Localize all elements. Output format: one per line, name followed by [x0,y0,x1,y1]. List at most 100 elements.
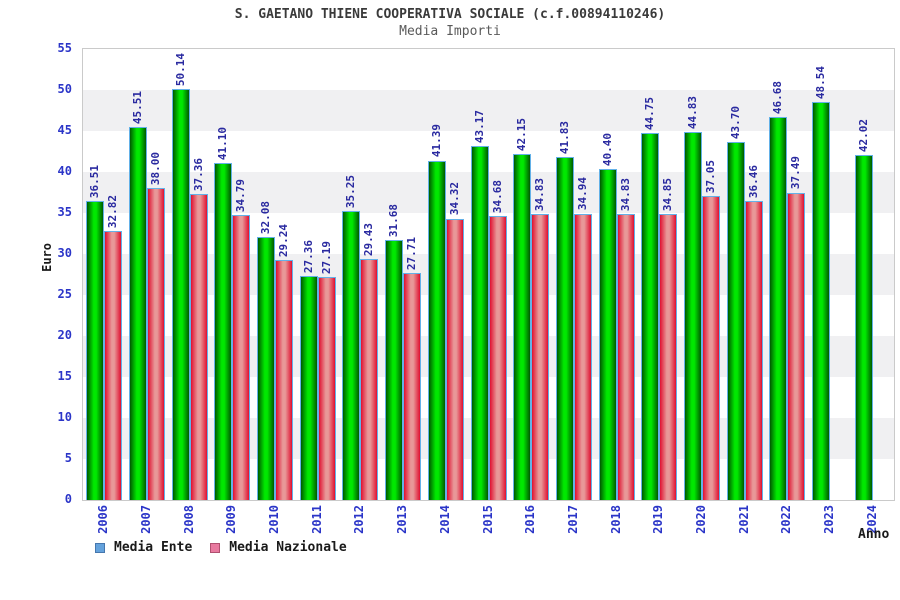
bar-value-label: 48.54 [813,65,827,99]
bar-media-nazionale [744,201,763,500]
bar-value-label: 34.85 [661,178,675,212]
legend-item-media-ente: Media Ente [95,540,192,555]
y-tick-label: 30 [57,246,72,260]
bar-value-label: 43.17 [472,109,486,144]
x-tick-label: 2010 [267,505,282,534]
x-tick-label: 2022 [779,505,794,534]
bar-media-ente [683,132,702,500]
bar-value-label: 34.83 [618,178,632,212]
legend-swatch-media-nazionale [210,542,221,553]
bar-media-ente [385,240,404,500]
bar-value-label: 32.82 [106,194,120,228]
x-tick-label: 2013 [395,505,410,534]
bar-value-label: 41.83 [557,120,571,154]
bar-value-label: 34.83 [533,178,547,212]
bar-value-label: 27.71 [405,236,419,270]
bar-value-label: 35.25 [344,174,358,208]
y-tick-label: 20 [57,328,72,342]
bar-media-nazionale [445,218,464,500]
bar-media-ente [641,133,660,500]
bar-value-label: 27.36 [301,239,315,273]
bar-value-label: 46.68 [771,81,785,115]
x-tick-label: 2019 [651,505,666,534]
bar-value-label: 32.08 [259,200,273,234]
x-tick-label: 2020 [693,505,708,534]
bar-value-label: 41.10 [216,126,230,160]
bar-value-label: 29.43 [362,222,376,256]
bar-value-label: 38.00 [149,152,163,186]
bar-media-nazionale [701,196,720,500]
x-tick-label: 2011 [309,505,324,534]
bar-value-label: 34.79 [234,178,248,212]
bar-media-ente [427,160,446,500]
x-axis-title: Anno [858,527,890,542]
bar-media-nazionale [104,230,123,500]
bar-media-nazionale [360,258,379,500]
bar-value-label: 36.51 [88,164,102,198]
y-tick-label: 10 [57,410,72,424]
bar-value-label: 40.40 [600,132,614,166]
bar-media-ente [513,154,532,500]
y-tick-label: 50 [57,82,72,96]
bar-media-ente [769,117,788,500]
x-tick-label: 2017 [565,505,580,534]
bar-value-label: 34.94 [575,177,589,211]
bar-media-nazionale [488,215,507,500]
bar-media-nazionale [403,272,422,500]
x-tick-label: 2012 [352,505,367,534]
bar-media-nazionale [573,213,592,500]
bar-media-nazionale [787,192,806,500]
bar-media-ente [86,200,105,500]
y-tick-label: 40 [57,164,72,178]
y-tick-label: 55 [57,41,72,55]
bar-media-nazionale [616,214,635,500]
bar-media-nazionale [275,260,294,500]
x-tick-label: 2014 [437,505,452,534]
bar-value-label: 50.14 [173,52,187,86]
y-tick-label: 35 [57,205,72,219]
bar-media-nazionale [147,188,166,500]
bar-value-label: 36.46 [746,164,760,199]
bar-value-label: 29.24 [277,224,291,258]
bar-media-ente [129,126,148,500]
x-tick-label: 2023 [821,505,836,534]
x-tick-label: 2018 [608,505,623,534]
bar-media-ente [299,275,318,500]
y-tick-label: 25 [57,287,72,301]
bar-value-label: 41.39 [429,124,443,158]
bar-value-label: 37.36 [191,157,205,191]
bar-media-nazionale [232,214,251,500]
legend-swatch-media-ente [95,542,105,553]
bar-media-ente [726,141,745,500]
bar-media-ente [811,101,830,500]
chart-title: S. GAETANO THIENE COOPERATIVA SOCIALE (c… [234,7,666,22]
bar-value-label: 43.70 [728,105,742,139]
x-tick-label: 2015 [480,505,495,534]
legend-item-media-nazionale: Media Nazionale [210,540,347,555]
bar-value-label: 34.68 [490,179,504,213]
bar-media-ente [257,236,276,500]
bar-media-ente [342,210,361,500]
legend-item-label: Media Nazionale [229,540,347,555]
legend: Media Ente Media Nazionale [95,540,347,555]
bar-value-label: 37.05 [703,160,717,194]
bar-value-label: 44.75 [643,96,657,131]
bar-value-label: 34.32 [447,182,461,216]
bar-value-label: 42.02 [856,119,870,153]
plot-area: 36.51 32.82 45.51 38.00 50.14 37.36 41.10 34.79… [82,48,895,501]
bar-media-nazionale [317,277,336,500]
bar-value-label: 45.51 [131,90,145,124]
bar-media-ente [555,157,574,500]
bar-media-ente [171,88,190,500]
y-tick-label: 0 [64,492,72,506]
bar-media-ente [470,146,489,500]
bar-media-ente [214,162,233,500]
y-tick-label: 45 [57,123,72,137]
x-tick-label: 2007 [139,505,154,534]
y-tick-label: 5 [64,451,72,465]
legend-item-label: Media Ente [114,540,193,555]
chart-subtitle: Media Importi [399,24,501,39]
x-tick-label: 2009 [224,505,239,534]
y-tick-label: 15 [57,369,72,383]
